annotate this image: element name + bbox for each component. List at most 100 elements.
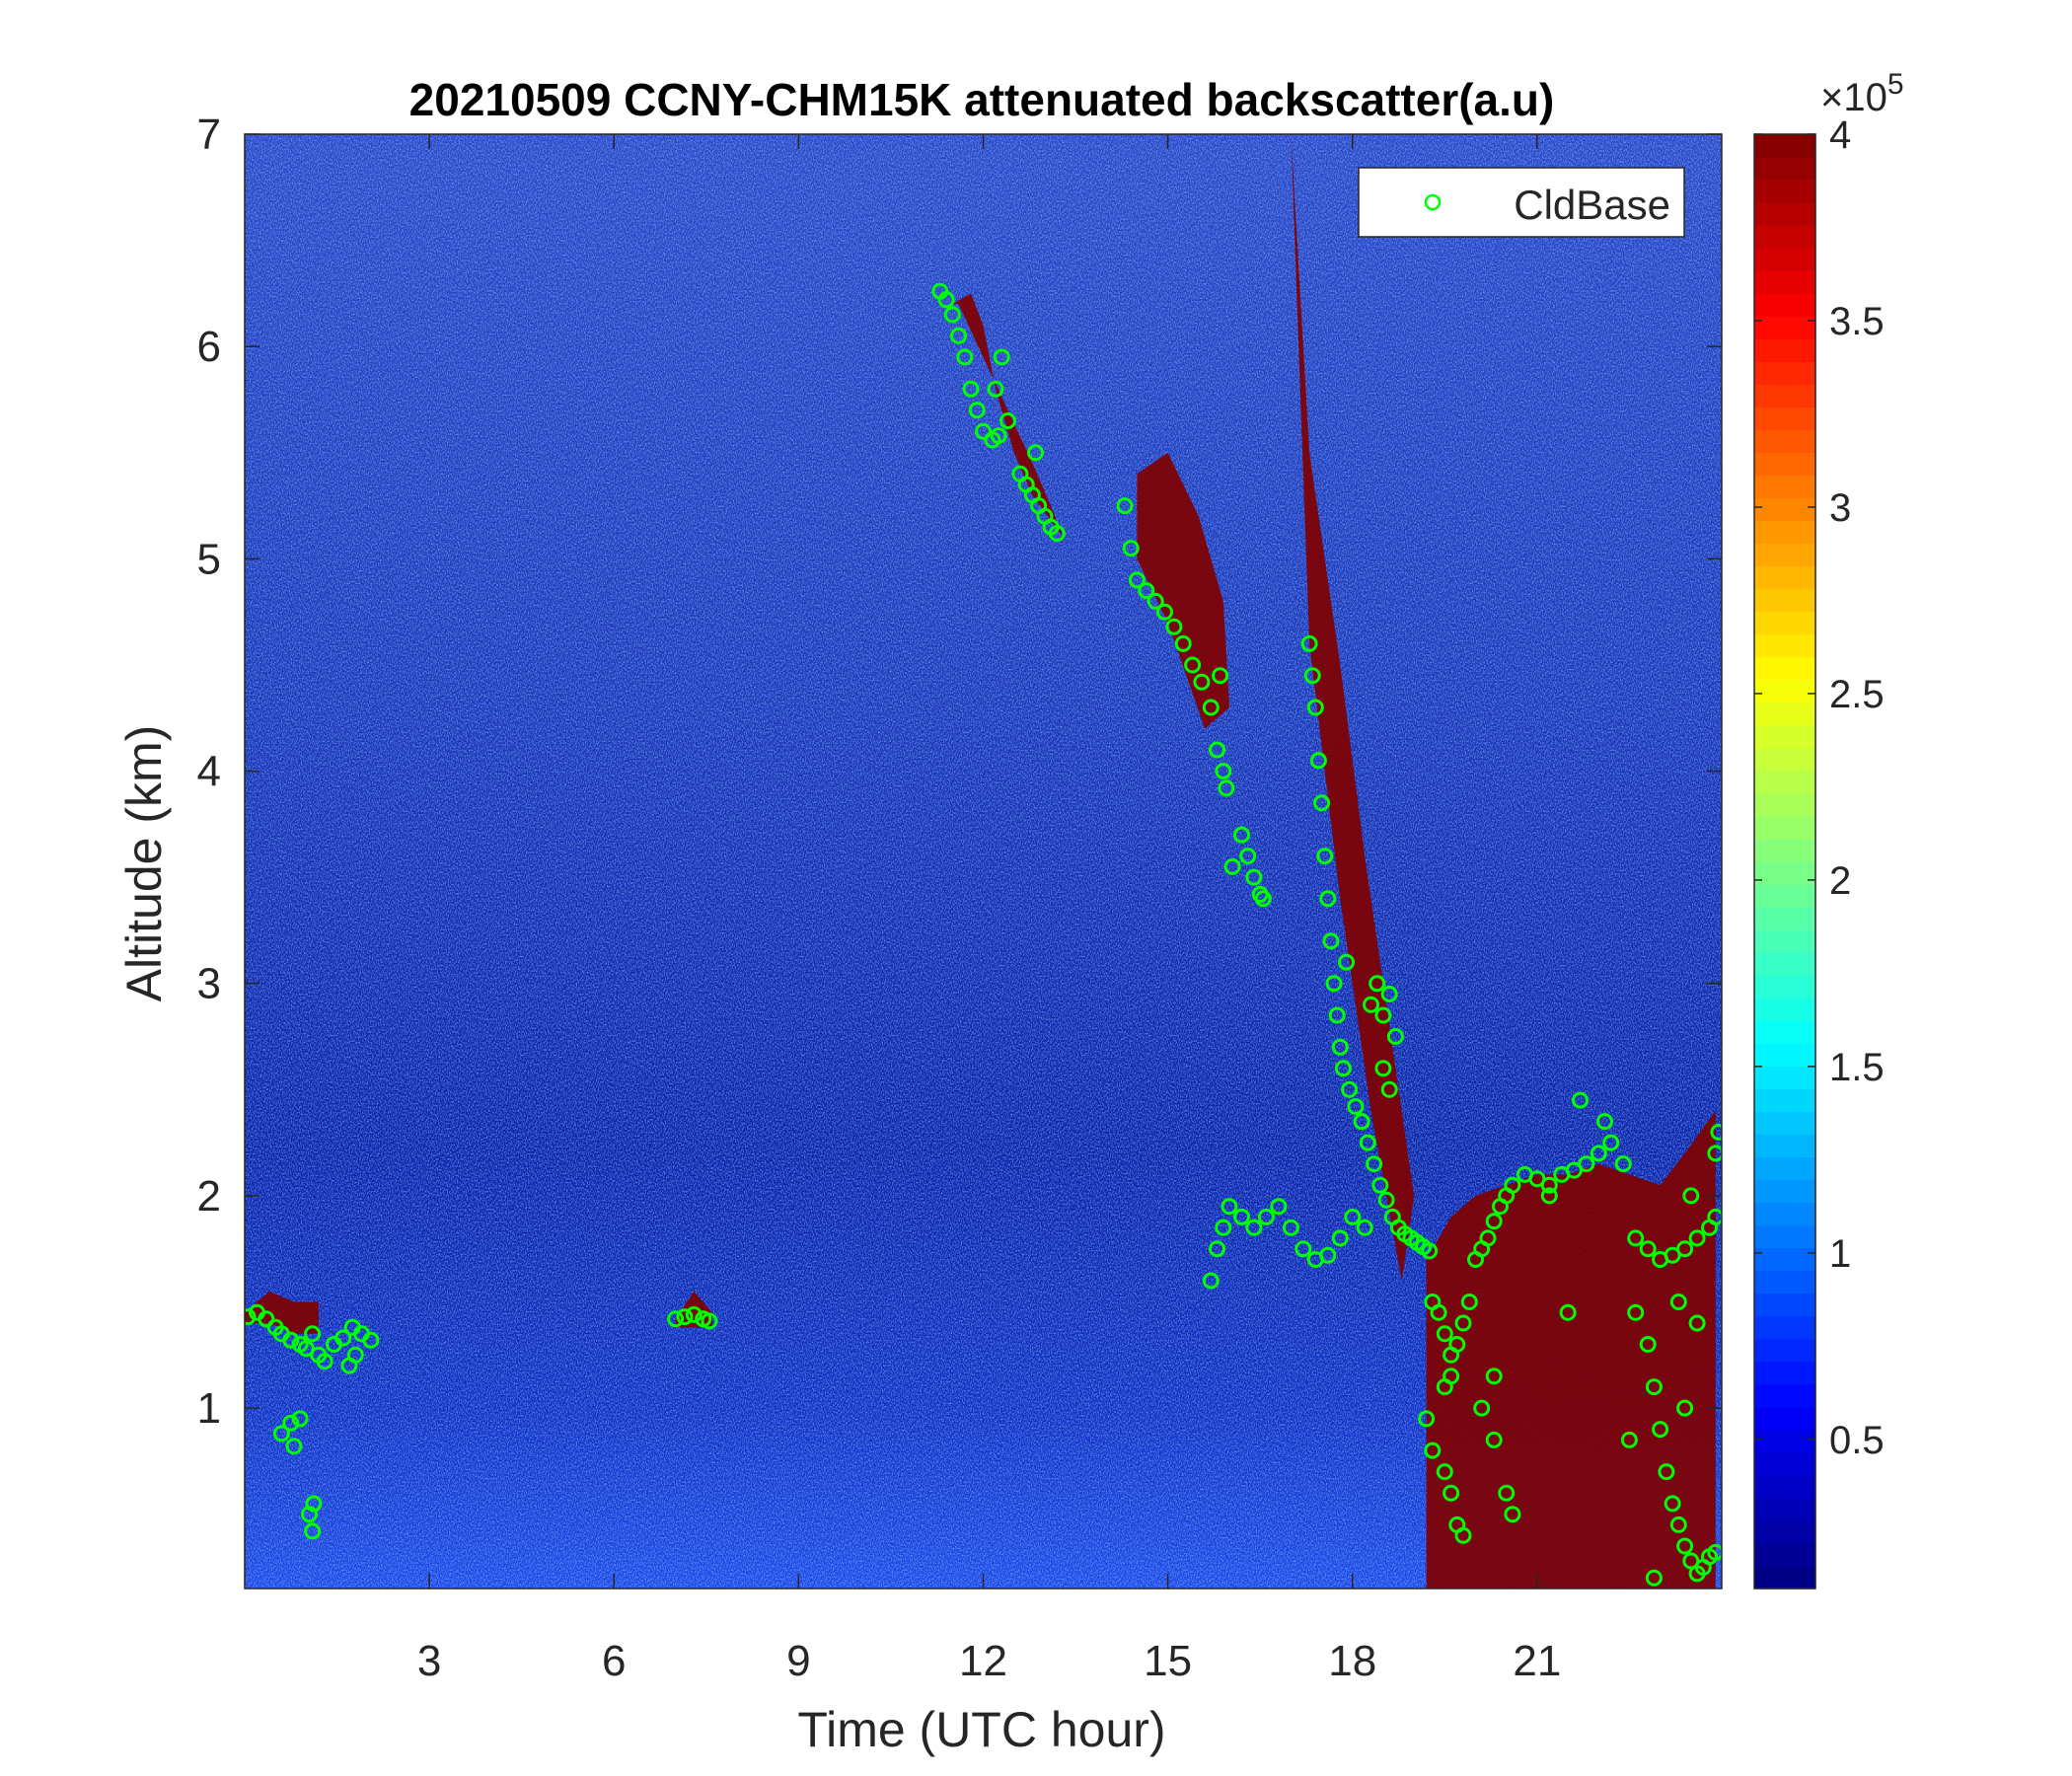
cldbase-point — [1627, 1229, 1645, 1247]
colorbar-tick-label: 2 — [1829, 859, 1851, 903]
cldbase-point — [1254, 890, 1272, 908]
colorbar-band — [1754, 838, 1815, 862]
cldbase-point — [1578, 1155, 1595, 1173]
cldbase-point — [1596, 1113, 1613, 1131]
cldbase-point — [1443, 1484, 1460, 1502]
cldbase-point — [1454, 1314, 1472, 1332]
cldbase-point — [962, 380, 980, 398]
colorbar-band — [1754, 1474, 1815, 1499]
cldbase-point — [1443, 1368, 1460, 1385]
colorbar-band — [1754, 998, 1815, 1021]
cldbase-point — [1639, 1336, 1657, 1353]
cldbase-point — [305, 1495, 323, 1513]
colorbar-band — [1754, 1111, 1815, 1135]
cldbase-point — [1306, 699, 1324, 716]
cldbase-point — [1386, 1028, 1404, 1045]
cldbase-point — [1048, 525, 1066, 542]
colorbar-tick-label: 1.5 — [1829, 1046, 1885, 1089]
saturated-region-0 — [952, 293, 1064, 538]
cldbase-point — [1147, 592, 1164, 610]
cldbase-point — [362, 1331, 380, 1349]
cldbase-point — [1377, 1191, 1395, 1209]
cldbase-point — [1485, 1431, 1503, 1448]
colorbar-band — [1754, 1338, 1815, 1363]
colorbar-tick-label: 0.5 — [1829, 1419, 1885, 1462]
cldbase-point — [1421, 1242, 1439, 1260]
cldbase-point — [245, 1308, 257, 1326]
x-axis: 3 6 9 12 15 18 21 — [417, 134, 1561, 1685]
colorbar-band — [1754, 565, 1815, 590]
cldbase-point — [999, 412, 1016, 429]
cldbase-point — [1639, 1240, 1657, 1258]
cldbase-point — [1658, 1463, 1675, 1481]
y-tick-label: 7 — [197, 111, 221, 159]
y-tick-label: 5 — [197, 535, 221, 583]
colorbar-band — [1754, 384, 1815, 407]
colorbar-band — [1754, 316, 1815, 339]
x-tick-label: 3 — [417, 1637, 441, 1685]
x-tick-label: 18 — [1328, 1637, 1376, 1685]
cldbase-point — [1341, 1080, 1359, 1098]
cldbase-point — [1295, 1240, 1312, 1258]
cldbase-point — [1027, 444, 1044, 462]
colorbar-band — [1754, 202, 1815, 226]
colorbar-tick-label: 1 — [1829, 1232, 1851, 1276]
cldbase-point — [1669, 1516, 1687, 1533]
cldbase-point — [1682, 1187, 1700, 1205]
colorbar-band — [1754, 134, 1815, 158]
cldbase-point — [1436, 1463, 1453, 1481]
cldbase-point — [1572, 1091, 1589, 1109]
cldbase-point — [1369, 975, 1386, 993]
cldbase-point — [685, 1305, 703, 1323]
cldbase-point — [1602, 1134, 1620, 1151]
saturated-region-3 — [1426, 1110, 1716, 1589]
colorbar-band — [1754, 543, 1815, 567]
y-tick-label: 3 — [197, 960, 221, 1008]
cldbase-point — [1669, 1294, 1687, 1310]
cldbase-point — [1233, 1208, 1250, 1225]
cldbase-point — [1215, 763, 1232, 779]
cldbase-point — [1676, 1399, 1694, 1417]
cldbase-point — [975, 422, 992, 440]
colorbar-band — [1754, 225, 1815, 249]
cldbase-point — [1359, 1134, 1376, 1151]
colorbar-band — [1754, 1406, 1815, 1431]
x-tick-label: 15 — [1144, 1637, 1192, 1685]
colorbar-band — [1754, 633, 1815, 658]
cldbase-point — [1645, 1569, 1663, 1587]
cldbase-point — [987, 380, 1004, 398]
cldbase-point — [1356, 1219, 1373, 1236]
colorbar-band — [1754, 975, 1815, 999]
cldbase-point — [1116, 497, 1134, 515]
cldbase-point — [1215, 1219, 1232, 1236]
cldbase-point — [676, 1308, 694, 1326]
cldbase-point — [1504, 1506, 1521, 1523]
y-axis: 1 2 3 4 5 6 7 — [197, 111, 1722, 1433]
colorbar-tick-label: 4 — [1829, 113, 1851, 157]
colorbar-exponent: ×105 — [1820, 68, 1904, 119]
cldbase-point — [1559, 1303, 1577, 1321]
colorbar-band — [1754, 338, 1815, 362]
cldbase-point — [297, 1340, 315, 1358]
cldbase-point — [1540, 1176, 1558, 1194]
colorbar-band — [1754, 1247, 1815, 1272]
colorbar-band — [1754, 747, 1815, 772]
cldbase-point — [1174, 634, 1192, 652]
legend[interactable]: CldBase — [1358, 167, 1685, 238]
colorbar-band — [1754, 180, 1815, 203]
cldbase-point — [1620, 1431, 1638, 1448]
cldbase-point — [1138, 582, 1155, 600]
colorbar-band — [1754, 1293, 1815, 1317]
cldbase-point — [956, 348, 974, 366]
colorbar-band — [1754, 1066, 1815, 1089]
colorbar-band — [1754, 429, 1815, 454]
cldbase-point — [1485, 1213, 1503, 1230]
colorbar-band — [1754, 1497, 1815, 1521]
colorbar-band — [1754, 1020, 1815, 1044]
colorbar-band — [1754, 520, 1815, 545]
colorbar-band — [1754, 1519, 1815, 1544]
legend-entry-cldbase: CldBase — [1514, 182, 1670, 228]
cldbase-point — [1303, 667, 1321, 685]
cldbase-point — [1590, 1145, 1607, 1162]
